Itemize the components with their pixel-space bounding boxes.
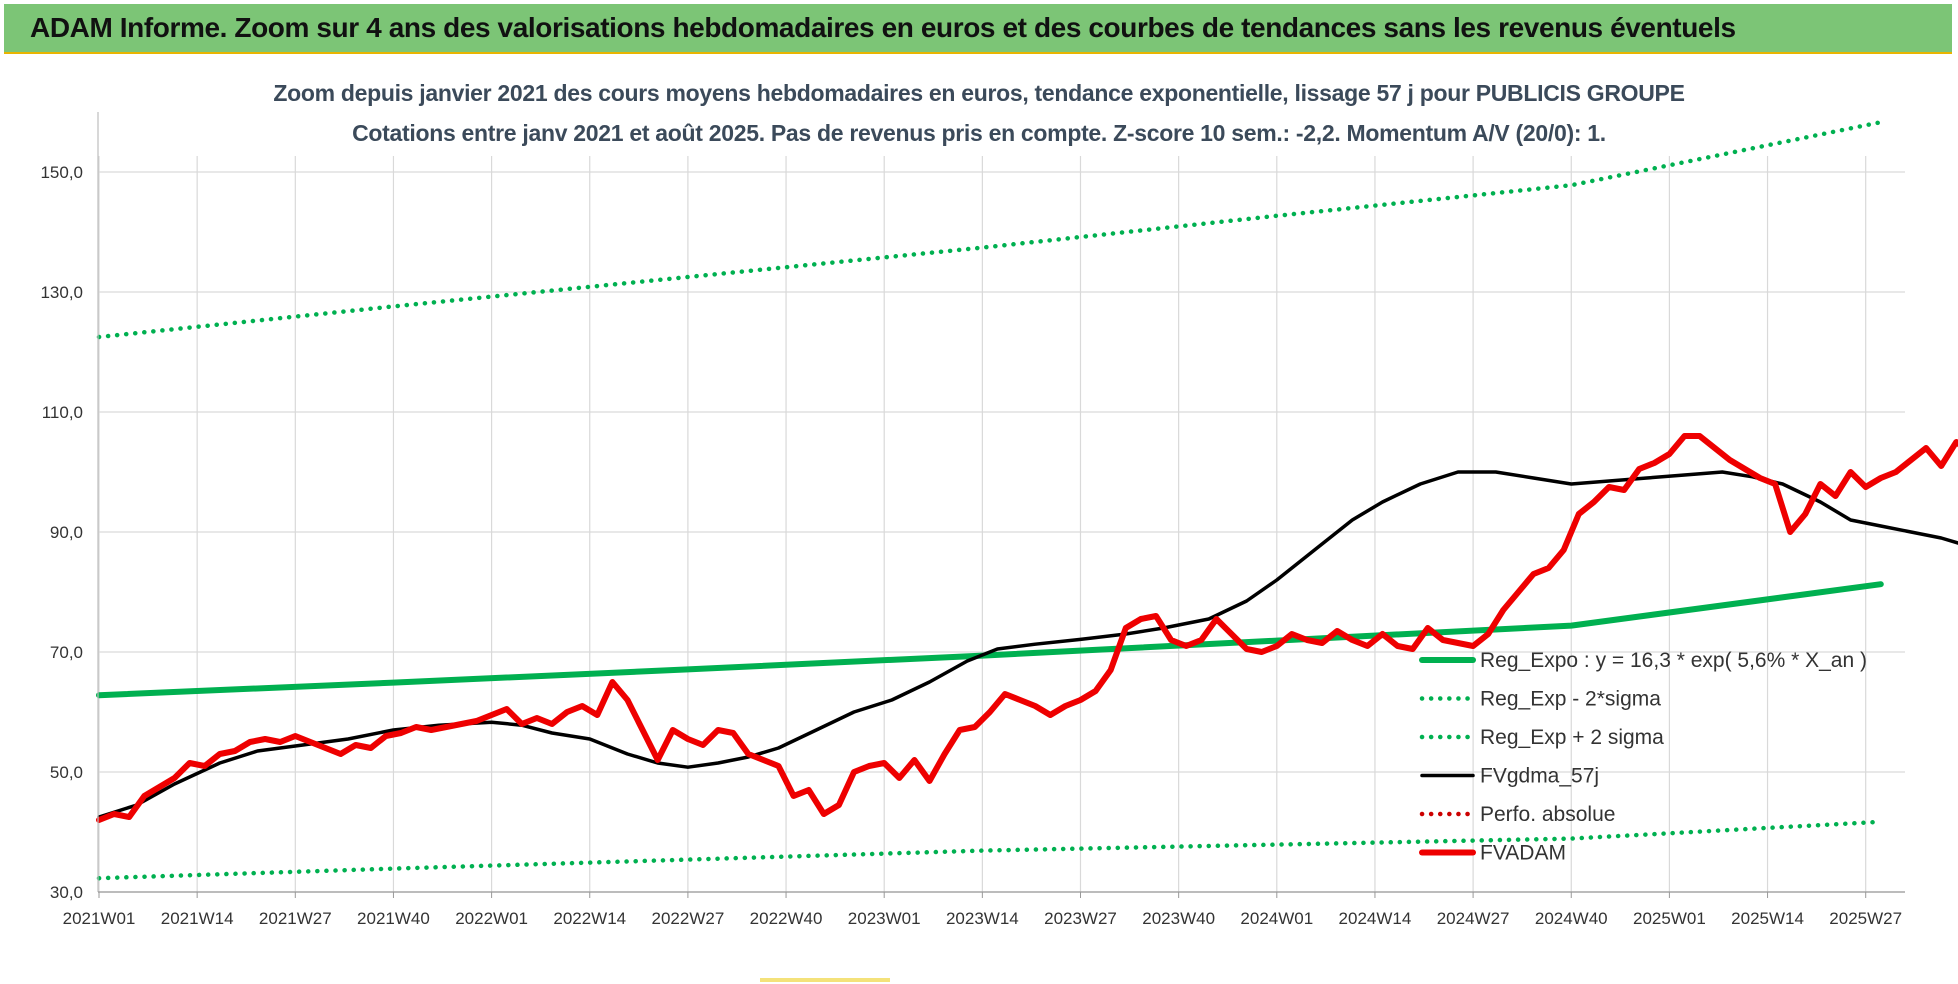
grid-layer [98,156,1905,893]
banner-title: ADAM Informe. Zoom sur 4 ans des valoris… [30,12,1736,43]
legend: Reg_Expo : y = 16,3 * exp( 5,6% * X_an )… [1419,649,1867,865]
x-tick-label: 2022W40 [750,909,823,928]
x-tick-label: 2023W40 [1142,909,1215,928]
x-tick-label: 2021W40 [357,909,430,928]
x-tick-label: 2023W01 [848,909,921,928]
x-tick-label: 2025W01 [1633,909,1706,928]
x-tick-label: 2021W01 [63,909,136,928]
series-reg-expo-y-16-3-exp-5-6-x-an-line [96,581,1884,699]
x-tick-label: 2023W27 [1044,909,1117,928]
x-tick-label: 2022W01 [455,909,528,928]
y-tick-label: 150,0 [40,163,83,182]
legend-label-reg-exp-2-sigma: Reg_Exp - 2*sigma [1480,688,1661,711]
y-tick-label: 110,0 [42,403,83,422]
x-tick-label: 2024W40 [1535,909,1608,928]
y-tick-label: 130,0 [40,283,83,302]
legend-label-perfo-absolue: Perfo. absolue [1480,803,1615,826]
legend-label-reg-exp-2-sigma: Reg_Exp + 2 sigma [1480,726,1664,749]
x-tick-label: 2022W27 [652,909,725,928]
legend-label-fvgdma-57j: FVgdma_57j [1480,765,1599,788]
bottom-highlight-mark [760,978,890,982]
x-tick-label: 2024W01 [1240,909,1313,928]
x-tick-label: 2023W14 [946,909,1019,928]
legend-label-reg-expo-y-16-3-exp-5-6-x-an: Reg_Expo : y = 16,3 * exp( 5,6% * X_an ) [1480,649,1867,672]
y-tick-label: 50,0 [50,763,83,782]
y-tick-label: 90,0 [50,523,83,542]
y-tick-label: 30,0 [50,883,83,902]
x-tick-label: 2021W27 [259,909,332,928]
x-tick-label: 2025W27 [1829,909,1902,928]
x-tick-label: 2024W27 [1437,909,1510,928]
legend-label-fvadam: FVADAM [1480,842,1566,865]
x-tick-label: 2022W14 [553,909,626,928]
series-reg-exp-2-sigma-line [96,119,1884,340]
axis-layer: 30,0 50,0 70,0 90,0 110,0 130,0 150,0 2021W01 20… [40,112,1905,928]
chart-subtitle: Cotations entre janv 2021 et août 2025. … [352,120,1606,146]
x-tick-label: 2024W14 [1339,909,1412,928]
x-tick-label: 2021W14 [161,909,234,928]
series-reg-exp-2-sigma-line [96,819,1884,881]
series-fvadam-line [96,433,1958,823]
series-layer [96,119,1958,881]
title-banner: ADAM Informe. Zoom sur 4 ans des valoris… [4,4,1952,54]
y-tick-label: 70,0 [50,643,83,662]
chart-title: Zoom depuis janvier 2021 des cours moyen… [273,80,1685,106]
series-fvgdma-57j-line [97,470,1958,819]
x-tick-label: 2025W14 [1731,909,1804,928]
